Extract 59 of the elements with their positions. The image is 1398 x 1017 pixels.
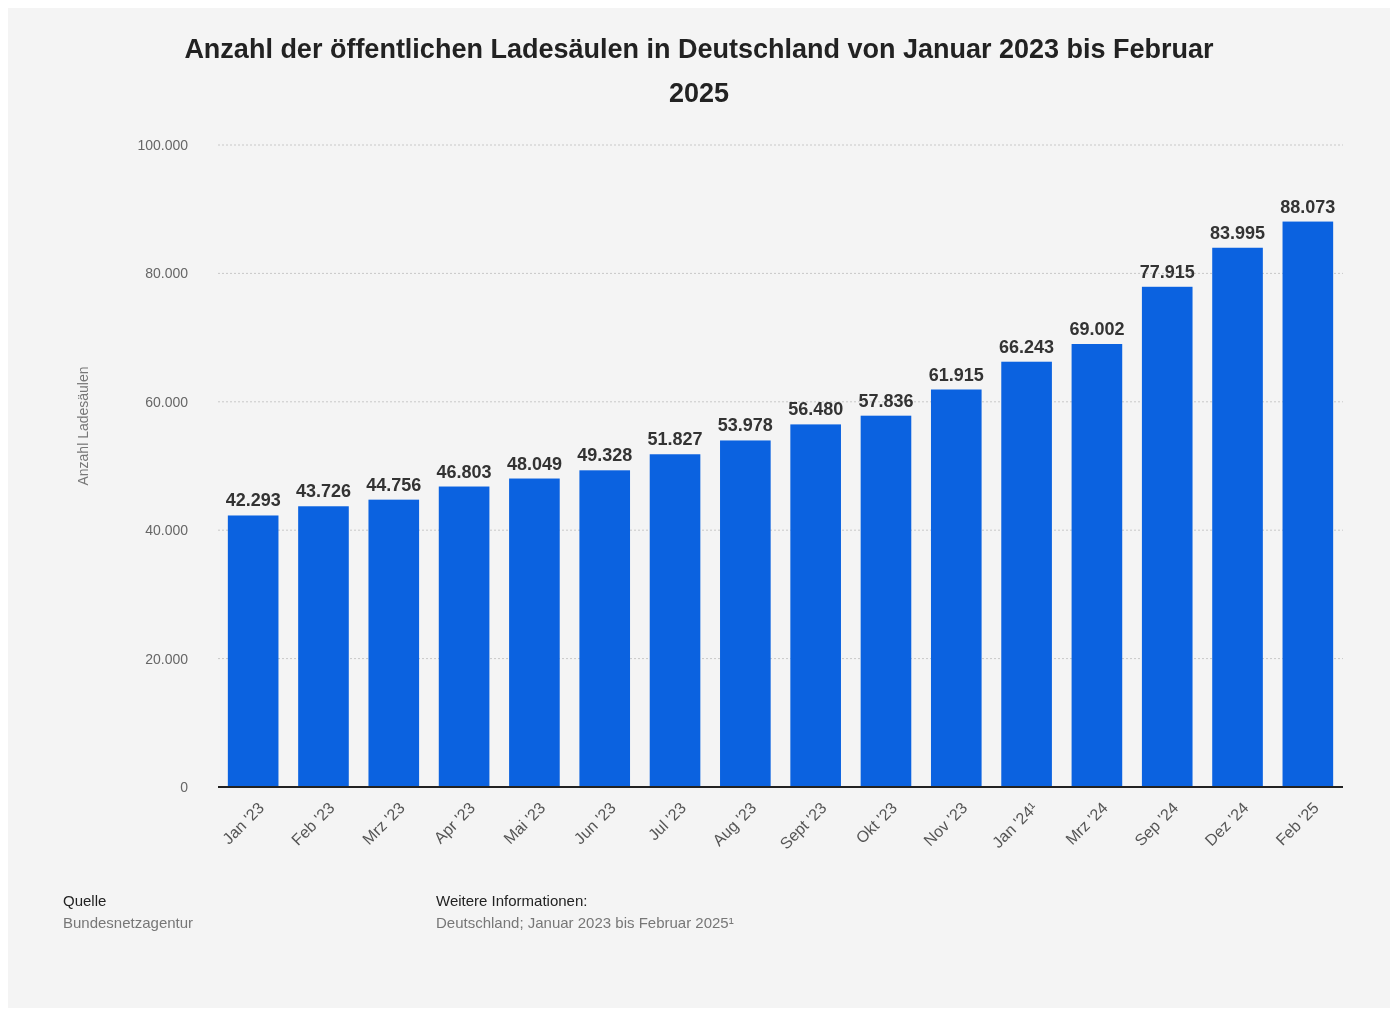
data-label: 57.836 bbox=[858, 390, 914, 411]
bar bbox=[1212, 247, 1263, 787]
bar bbox=[790, 424, 841, 787]
x-tick-label: Sep '24 bbox=[1131, 799, 1182, 850]
data-label: 48.049 bbox=[506, 453, 562, 474]
data-label: 46.803 bbox=[436, 461, 492, 482]
bar bbox=[930, 389, 982, 787]
x-tick-label: Okt '23 bbox=[852, 799, 901, 847]
data-label: 43.726 bbox=[295, 481, 351, 502]
x-tick-label: Jun '23 bbox=[570, 799, 619, 848]
bar bbox=[1071, 344, 1123, 787]
bar bbox=[1001, 361, 1052, 787]
text: Weitere Informationen: bbox=[436, 892, 588, 909]
data-label: 61.915 bbox=[928, 364, 984, 385]
data-label: 51.827 bbox=[647, 429, 703, 450]
data-label: 66.243 bbox=[999, 336, 1055, 357]
bar bbox=[298, 506, 349, 787]
data-label: 49.328 bbox=[577, 445, 633, 466]
x-tick-label: Jan '23 bbox=[219, 799, 268, 848]
y-tick-label: 80.000 bbox=[145, 265, 189, 282]
x-tick-label: Mrz '23 bbox=[359, 799, 408, 848]
bar bbox=[579, 470, 631, 787]
x-tick-label: Jul '23 bbox=[644, 799, 690, 844]
text: Quelle bbox=[63, 892, 107, 909]
bar bbox=[438, 486, 490, 787]
x-tick-label: Mai '23 bbox=[500, 799, 549, 848]
bar bbox=[720, 440, 771, 787]
bar bbox=[368, 499, 420, 787]
data-label: 42.293 bbox=[225, 490, 281, 511]
x-tick-label: Nov '23 bbox=[920, 799, 971, 850]
data-label: 69.002 bbox=[1069, 319, 1125, 340]
bar bbox=[649, 454, 701, 787]
x-tick-label: Aug '23 bbox=[709, 799, 760, 850]
x-tick-label: Mrz '24 bbox=[1062, 799, 1112, 848]
y-tick-label: 0 bbox=[180, 778, 189, 795]
bar bbox=[227, 515, 279, 787]
data-label: 44.756 bbox=[366, 474, 422, 495]
bar bbox=[1141, 286, 1193, 787]
bar bbox=[1282, 221, 1334, 787]
y-tick-label: 40.000 bbox=[145, 522, 189, 539]
bar bbox=[860, 415, 912, 787]
y-tick-label: 100.000 bbox=[137, 136, 189, 153]
y-axis-title: Anzahl Ladesäulen bbox=[75, 366, 91, 486]
x-tick-label: Feb '23 bbox=[288, 799, 338, 849]
data-label: 83.995 bbox=[1210, 222, 1266, 243]
data-label: 77.915 bbox=[1139, 261, 1195, 282]
x-tick-label: Jan '24¹ bbox=[988, 799, 1041, 852]
bar bbox=[509, 478, 560, 787]
data-label: 56.480 bbox=[788, 399, 844, 420]
x-tick-label: Feb '25 bbox=[1272, 799, 1323, 849]
x-tick-label: Apr '23 bbox=[430, 799, 479, 847]
x-tick-label: Dez '24 bbox=[1201, 799, 1252, 850]
y-tick-label: 20.000 bbox=[145, 650, 189, 667]
data-label: 53.978 bbox=[717, 415, 773, 436]
text: Deutschland; Januar 2023 bis Februar 2025¹ bbox=[436, 914, 734, 931]
data-label: 88.073 bbox=[1280, 196, 1336, 217]
y-tick-label: 60.000 bbox=[145, 393, 189, 410]
text: Bundesnetzagentur bbox=[63, 914, 194, 931]
chart-title: Anzahl der öffentlichen Ladesäulen in Deutschland von Januar 2023 bis Februar 2025 bbox=[184, 34, 1215, 108]
